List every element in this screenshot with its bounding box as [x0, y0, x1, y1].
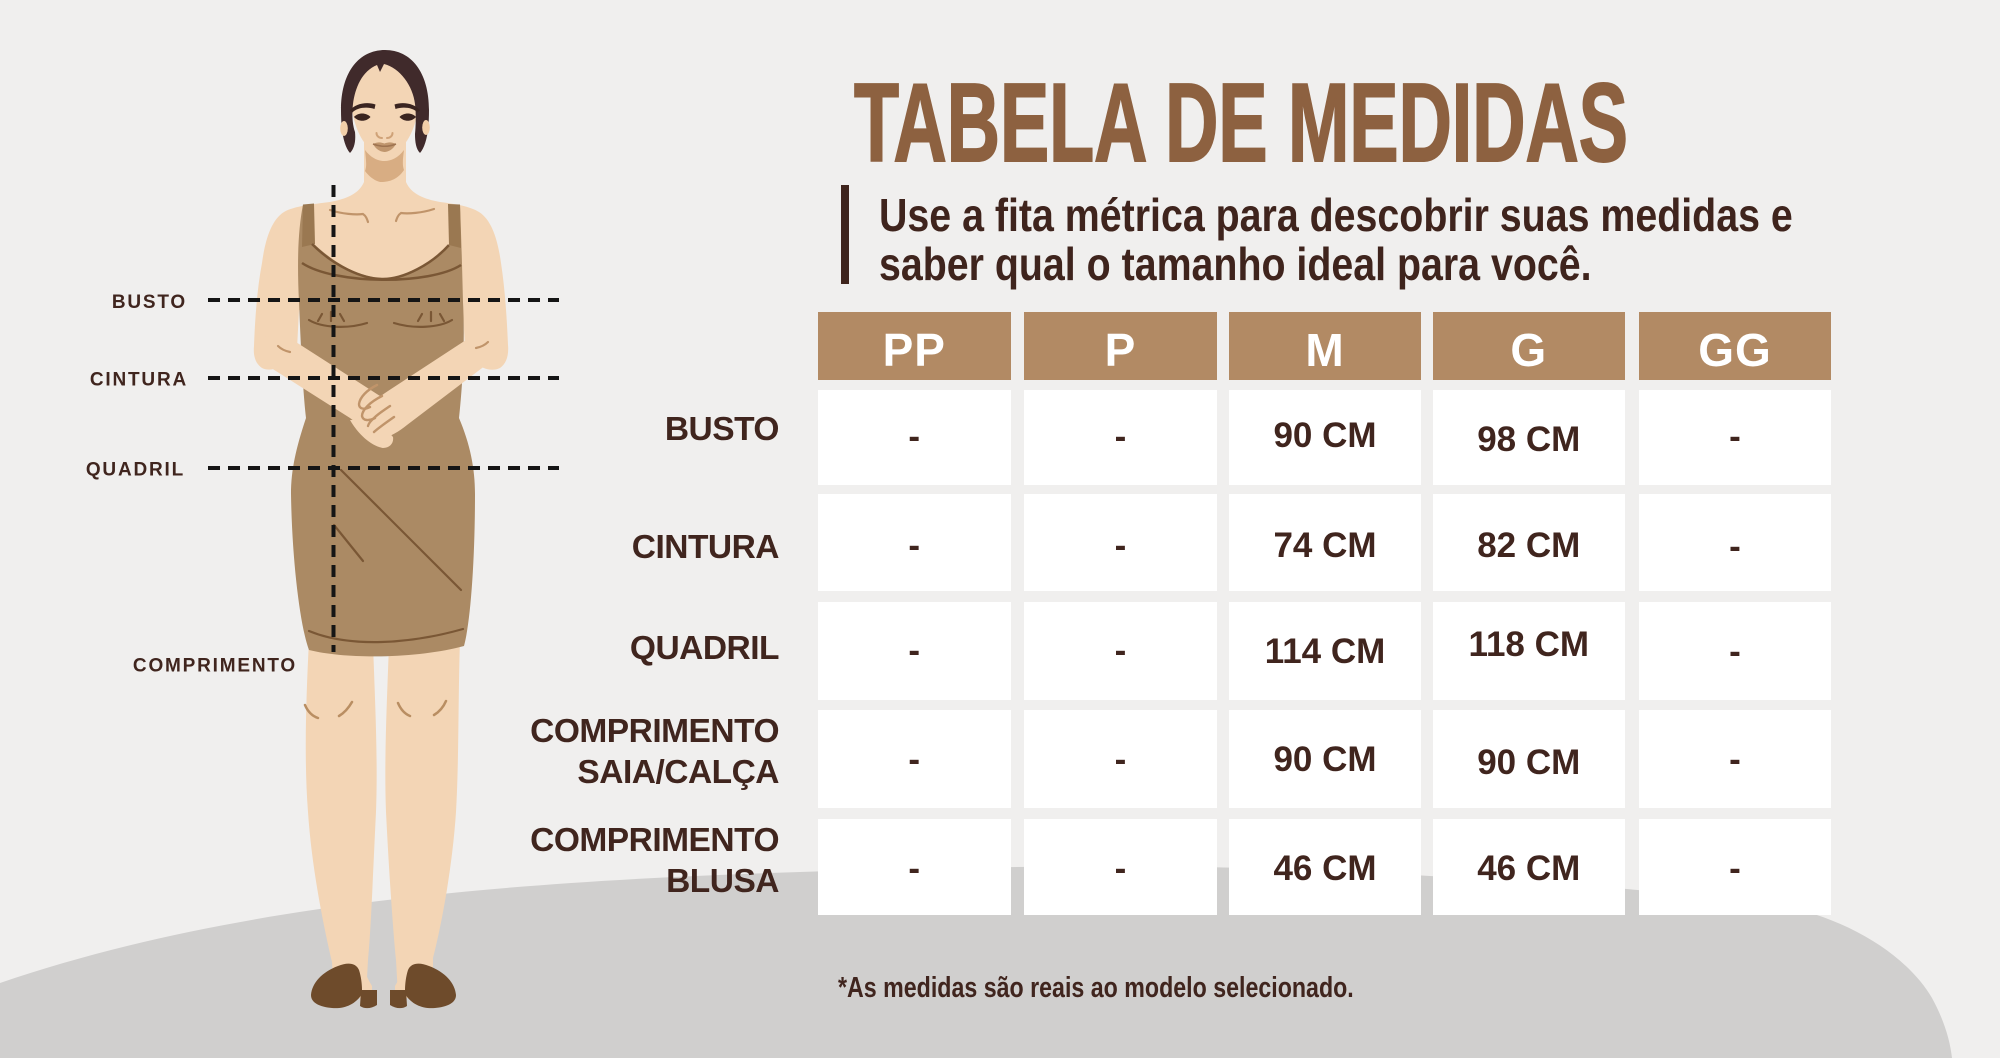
- svg-text:QUADRIL: QUADRIL: [86, 460, 185, 481]
- svg-text:COMPRIMENTO: COMPRIMENTO: [133, 656, 297, 677]
- svg-text:BUSTO: BUSTO: [112, 292, 187, 313]
- svg-text:CINTURA: CINTURA: [90, 370, 188, 391]
